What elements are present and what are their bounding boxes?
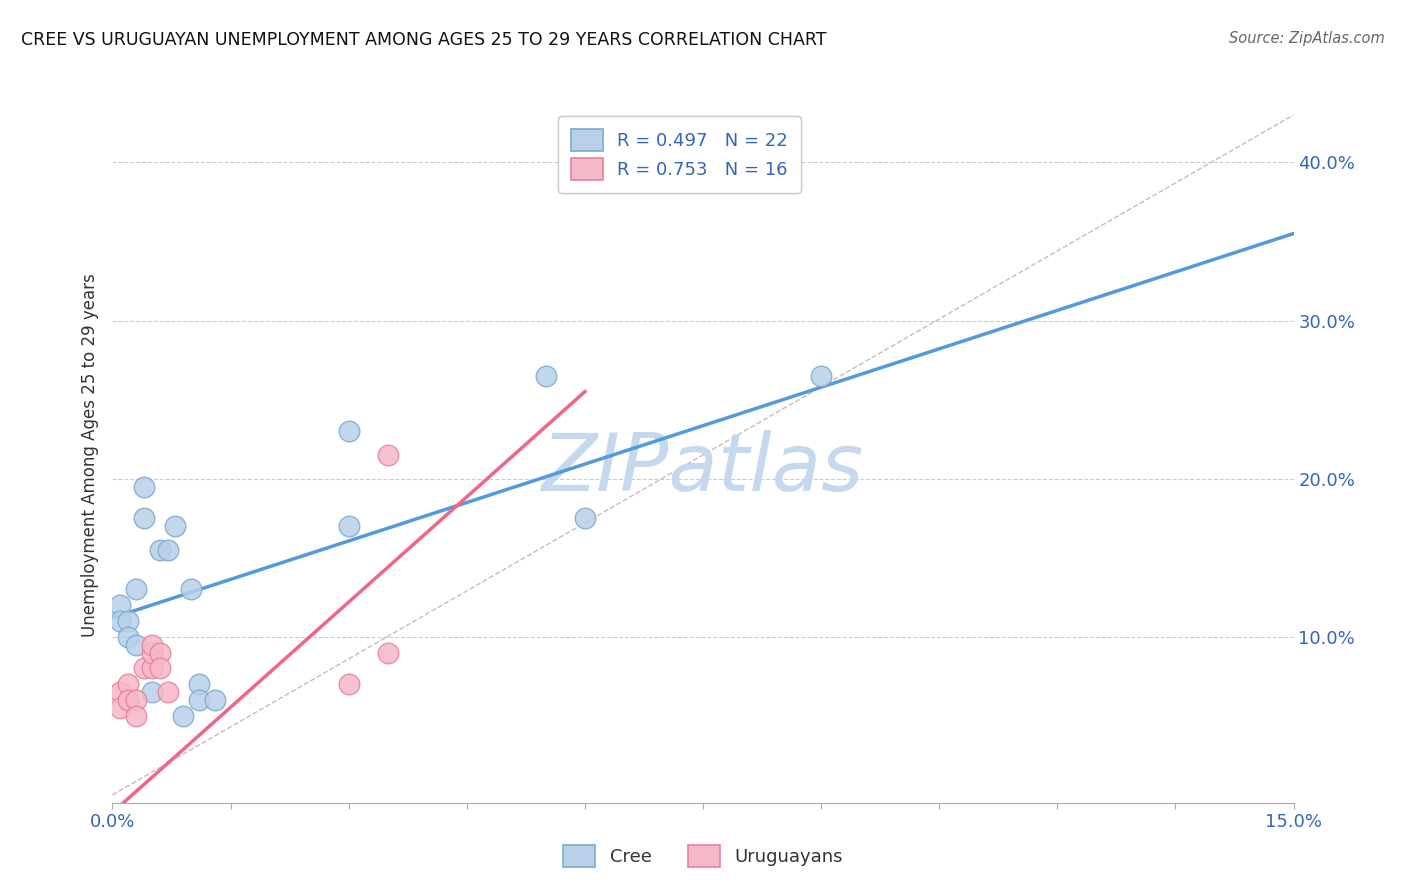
Point	[149, 661, 172, 675]
Point	[172, 708, 194, 723]
Legend: Cree, Uruguayans: Cree, Uruguayans	[555, 838, 851, 874]
Point	[110, 685, 132, 699]
Point	[156, 685, 179, 699]
Point	[165, 519, 187, 533]
Legend: R = 0.497   N = 22, R = 0.753   N = 16: R = 0.497 N = 22, R = 0.753 N = 16	[558, 116, 801, 193]
Point	[110, 614, 132, 628]
Point	[141, 685, 163, 699]
Point	[117, 614, 139, 628]
Point	[117, 693, 139, 707]
Point	[141, 646, 163, 660]
Point	[377, 646, 399, 660]
Point	[117, 677, 139, 691]
Point	[337, 677, 360, 691]
Point	[141, 638, 163, 652]
Point	[534, 368, 557, 383]
Point	[188, 693, 211, 707]
Point	[574, 511, 596, 525]
Point	[149, 646, 172, 660]
Point	[117, 630, 139, 644]
Point	[125, 638, 148, 652]
Text: ZIPatlas: ZIPatlas	[541, 430, 865, 508]
Point	[125, 708, 148, 723]
Point	[141, 661, 163, 675]
Point	[180, 582, 202, 597]
Point	[110, 701, 132, 715]
Point	[132, 511, 155, 525]
Point	[149, 542, 172, 557]
Point	[110, 598, 132, 612]
Point	[156, 542, 179, 557]
Point	[132, 479, 155, 493]
Point	[188, 677, 211, 691]
Point	[125, 582, 148, 597]
Point	[337, 424, 360, 438]
Point	[132, 661, 155, 675]
Text: Source: ZipAtlas.com: Source: ZipAtlas.com	[1229, 31, 1385, 46]
Point	[204, 693, 226, 707]
Text: CREE VS URUGUAYAN UNEMPLOYMENT AMONG AGES 25 TO 29 YEARS CORRELATION CHART: CREE VS URUGUAYAN UNEMPLOYMENT AMONG AGE…	[21, 31, 827, 49]
Point	[377, 448, 399, 462]
Point	[810, 368, 832, 383]
Point	[125, 693, 148, 707]
Point	[337, 519, 360, 533]
Y-axis label: Unemployment Among Ages 25 to 29 years: Unemployment Among Ages 25 to 29 years	[80, 273, 98, 637]
